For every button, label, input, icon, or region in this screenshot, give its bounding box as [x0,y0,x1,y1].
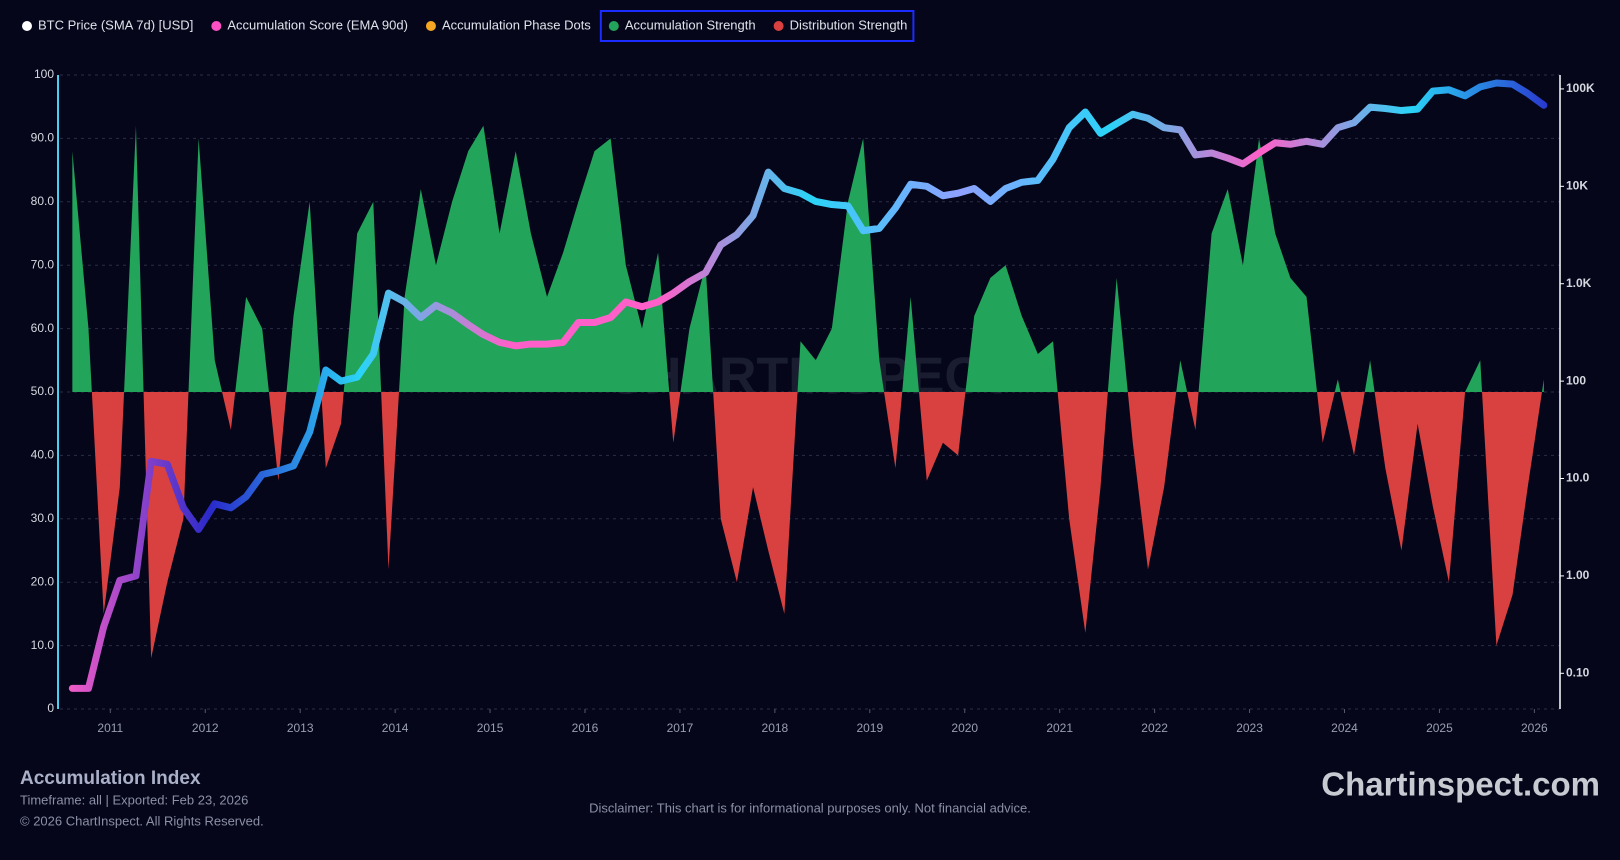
x-tick-label: 2020 [951,721,978,735]
x-tick-label: 2012 [192,721,219,735]
y2-tick-label: 100K [1566,81,1595,95]
y-tick-label: 80.0 [31,194,55,208]
legend-dot [608,21,619,31]
y-tick-label: 60.0 [31,321,55,335]
y2-tick-label: 10K [1566,178,1588,192]
x-tick-label: 2021 [1046,721,1073,735]
legend-dot [425,21,436,31]
legend-label: Accumulation Strength [625,17,756,32]
y-tick-label: 30.0 [31,511,55,525]
x-tick-label: 2025 [1426,721,1453,735]
legend-label: BTC Price (SMA 7d) [USD] [38,17,193,32]
copyright: © 2026 ChartInspect. All Rights Reserved… [20,813,264,828]
x-tick-label: 2026 [1521,721,1548,735]
chart-title: Accumulation Index [20,768,201,789]
y-tick-label: 0 [47,701,54,715]
y2-tick-label: 0.10 [1566,665,1590,679]
legend: BTC Price (SMA 7d) [USD] Accumulation Sco… [22,10,915,42]
legend-dot [22,21,32,31]
disclaimer: Disclaimer: This chart is for informatio… [589,800,1031,815]
x-tick-label: 2014 [382,721,409,735]
strength-area [72,125,1544,659]
x-tick-label: 2019 [856,721,883,735]
legend-dot [773,21,784,31]
y2-tick-label: 1.0K [1566,276,1592,290]
y2-tick-label: 1.00 [1566,568,1590,582]
x-tick-label: 2016 [572,721,599,735]
legend-label: Distribution Strength [790,17,908,32]
price-line [68,79,1548,692]
legend-label: Accumulation Score (EMA 90d) [227,17,408,32]
legend-dot [211,21,222,31]
x-tick-label: 2024 [1331,721,1358,735]
x-tick-label: 2018 [762,721,789,735]
y-tick-label: 10.0 [31,638,55,652]
x-tick-label: 2022 [1141,721,1168,735]
legend-highlight [599,10,915,42]
x-tick-label: 2017 [667,721,694,735]
x-tick-label: 2015 [477,721,504,735]
y-tick-label: 40.0 [31,448,55,462]
x-tick-label: 2011 [97,721,123,735]
y-tick-label: 90.0 [31,131,55,145]
y2-tick-label: 100 [1566,373,1586,387]
y-tick-label: 100 [34,67,54,81]
y-tick-label: 20.0 [31,574,55,588]
y-tick-label: 70.0 [31,257,55,271]
subtitle: Timeframe: all | Exported: Feb 23, 2026 [20,792,248,807]
x-tick-label: 2013 [287,721,314,735]
y-tick-label: 50.0 [31,384,55,398]
legend-label: Accumulation Phase Dots [442,17,591,32]
y2-tick-label: 10.0 [1566,471,1590,485]
logo: Chartinspect.com [1321,766,1600,803]
x-tick-label: 2023 [1236,721,1263,735]
